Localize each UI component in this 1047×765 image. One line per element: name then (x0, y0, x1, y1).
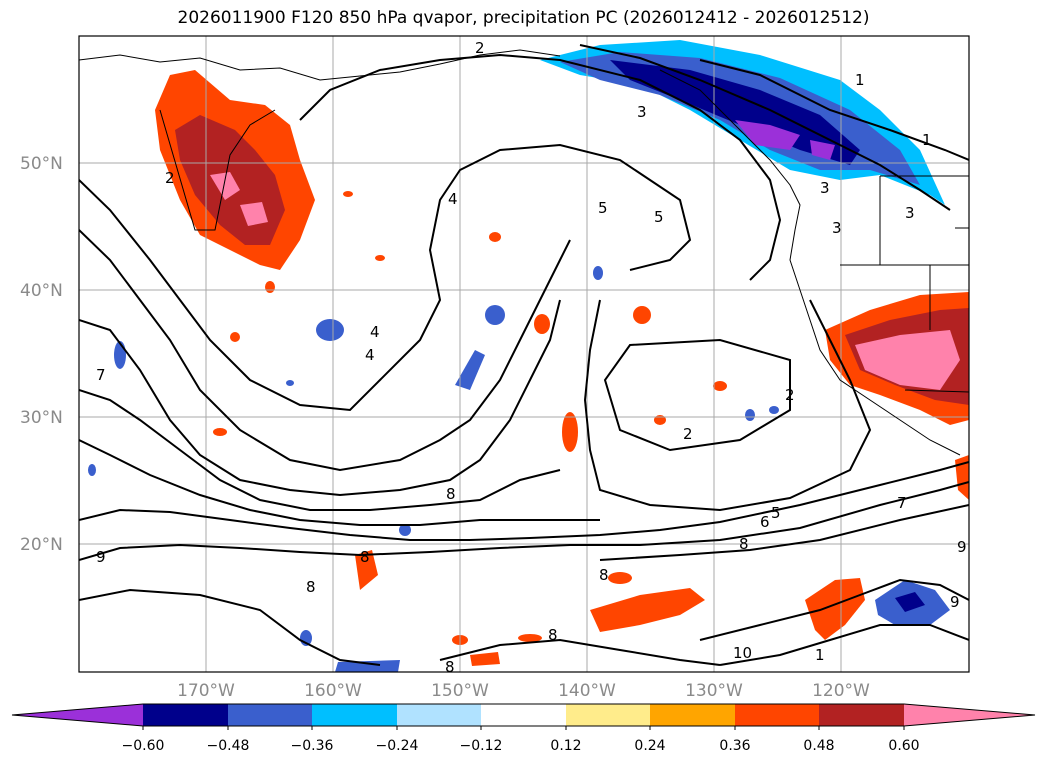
colorbar-segment (228, 704, 312, 726)
contour-label: 3 (820, 179, 830, 197)
contour-label: 4 (448, 190, 458, 208)
contour-label: 2 (475, 39, 485, 57)
coastlines (79, 49, 969, 456)
contour-label: 2 (165, 169, 175, 187)
colorbar-tick-label: −0.36 (291, 738, 334, 754)
colorbar: −0.60 −0.48 −0.36 −0.24 −0.12 0.12 0.24 … (11, 703, 1036, 754)
contour-label: 3 (905, 204, 915, 222)
contour-label: 9 (957, 538, 967, 556)
contour-label: 2 (683, 425, 693, 443)
contour-label: 1 (815, 646, 825, 664)
contour-label: 5 (654, 208, 664, 226)
colorbar-tick-label: 0.12 (550, 738, 581, 754)
contour-label: 3 (832, 219, 842, 237)
colorbar-segment (566, 704, 650, 726)
precip-fill-south (335, 550, 950, 672)
contour-labels: 2 3 1 3 1 3 3 4 5 5 2 4 4 7 2 2 8 6 5 7 … (96, 39, 967, 676)
latitude-label: 30°N (20, 408, 63, 428)
precip-fill-positive-east (825, 292, 969, 500)
contour-label: 5 (771, 504, 781, 522)
contour-label: 5 (598, 199, 608, 217)
colorbar-segment (481, 704, 566, 726)
colorbar-segment (143, 704, 228, 726)
latitude-label: 20°N (20, 535, 63, 555)
contour-label: 8 (306, 578, 316, 596)
colorbar-extend-low (12, 704, 143, 726)
colorbar-tick-label: −0.60 (122, 738, 165, 754)
latitude-label: 40°N (20, 281, 63, 301)
contour-label: 8 (360, 548, 370, 566)
colorbar-segment (819, 704, 904, 726)
contour-label: 7 (96, 366, 106, 384)
colorbar-tick-label: −0.12 (460, 738, 503, 754)
contour-label: 1 (922, 131, 932, 149)
contour-label: 8 (548, 626, 558, 644)
colorbar-tick-label: 0.48 (803, 738, 834, 754)
colorbar-segment (312, 704, 397, 726)
precip-fill-scattered (88, 191, 779, 646)
contour-label: 9 (950, 593, 960, 611)
contour-label: 8 (445, 658, 455, 676)
contour-label: 1 (855, 71, 865, 89)
colorbar-tick-label: −0.48 (207, 738, 250, 754)
longitude-label: 130°W (685, 681, 743, 701)
contour-label: 6 (760, 513, 770, 531)
longitude-label: 120°W (812, 681, 870, 701)
contour-label: 4 (370, 323, 380, 341)
map-frame (78, 35, 970, 673)
colorbar-segment (650, 704, 735, 726)
colorbar-tick-label: −0.24 (376, 738, 419, 754)
longitude-label: 170°W (177, 681, 235, 701)
longitude-label: 160°W (304, 681, 362, 701)
contour-label: 4 (365, 346, 375, 364)
contour-label: 8 (739, 535, 749, 553)
contour-label: 9 (96, 548, 106, 566)
colorbar-segment (735, 704, 819, 726)
qvapor-contours (79, 44, 969, 666)
colorbar-tick-label: 0.36 (719, 738, 750, 754)
precip-fill-positive-nw (155, 70, 315, 270)
colorbar-extend-high (904, 704, 1035, 726)
map-title: 2026011900 F120 850 hPa qvapor, precipit… (177, 8, 870, 28)
contour-label: 2 (785, 386, 795, 404)
longitude-label: 150°W (431, 681, 489, 701)
graticule (79, 36, 969, 672)
colorbar-segment (397, 704, 481, 726)
contour-label: 8 (446, 485, 456, 503)
contour-label: 10 (733, 644, 752, 662)
contour-label: 7 (897, 494, 907, 512)
contour-label: 8 (599, 566, 609, 584)
latitude-label: 50°N (20, 154, 63, 174)
longitude-label: 140°W (558, 681, 616, 701)
colorbar-tick-label: 0.24 (634, 738, 665, 754)
colorbar-tick-label: 0.60 (888, 738, 919, 754)
contour-label: 3 (637, 103, 647, 121)
